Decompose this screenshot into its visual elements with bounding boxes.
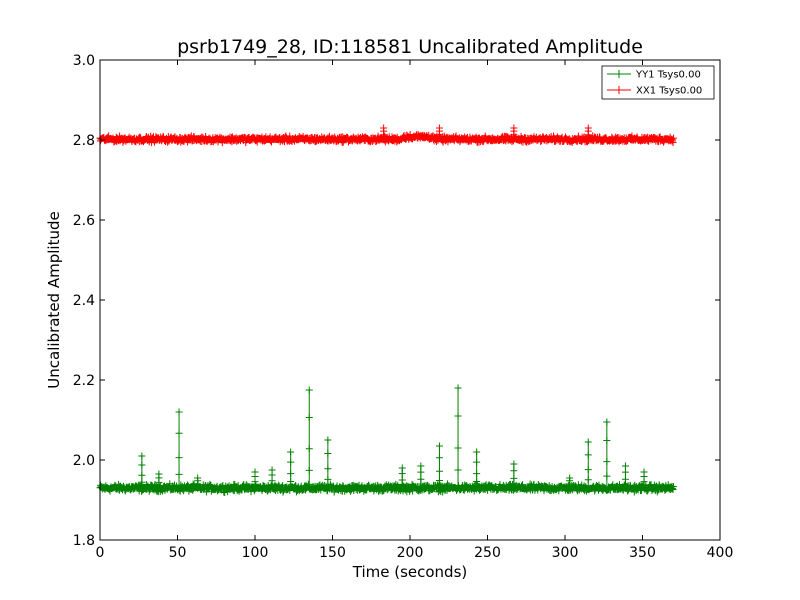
y-tick-label: 2.6 bbox=[73, 213, 95, 229]
spike-point bbox=[603, 418, 611, 426]
spike-point bbox=[454, 384, 462, 392]
spike-point bbox=[175, 470, 183, 478]
spike-point bbox=[305, 386, 313, 394]
data-point bbox=[670, 134, 677, 142]
spike-point bbox=[603, 472, 611, 480]
spike-point bbox=[584, 133, 592, 141]
spike-point bbox=[435, 454, 443, 462]
spike-point bbox=[621, 462, 629, 470]
spike-point bbox=[584, 438, 592, 446]
spike-point bbox=[287, 458, 295, 466]
spike-point bbox=[380, 133, 388, 141]
x-tick-label: 0 bbox=[96, 545, 105, 561]
x-tick-label: 300 bbox=[552, 545, 579, 561]
spike-point bbox=[510, 133, 518, 141]
spike-point bbox=[435, 467, 443, 475]
spike-point bbox=[155, 481, 163, 489]
series-1 bbox=[96, 124, 677, 147]
spike-point bbox=[138, 478, 146, 486]
spike-point bbox=[324, 449, 332, 457]
spike-point bbox=[566, 482, 574, 490]
y-tick-label: 2.4 bbox=[73, 293, 95, 309]
spike-point bbox=[510, 460, 518, 468]
spike-point bbox=[435, 442, 443, 450]
x-tick-label: 350 bbox=[629, 545, 656, 561]
spike-point bbox=[287, 478, 295, 486]
spike-point bbox=[287, 470, 295, 478]
x-axis-title: Time (seconds) bbox=[352, 563, 468, 581]
data-point bbox=[670, 483, 677, 491]
legend: YY1 Tsys0.00 XX1 Tsys0.00 bbox=[601, 65, 715, 100]
y-tick-label: 2.0 bbox=[73, 453, 95, 469]
spike-point bbox=[584, 476, 592, 484]
spike-point bbox=[603, 458, 611, 466]
spike-point bbox=[454, 412, 462, 420]
x-tick-label: 100 bbox=[242, 545, 269, 561]
spike-point bbox=[324, 475, 332, 483]
spike-point bbox=[305, 413, 313, 421]
x-tick-label: 250 bbox=[474, 545, 501, 561]
spike-point bbox=[398, 480, 406, 488]
spike-point bbox=[398, 470, 406, 478]
spike-point bbox=[584, 466, 592, 474]
spike-point bbox=[603, 436, 611, 444]
spike-point bbox=[305, 445, 313, 453]
series-layer bbox=[96, 124, 677, 497]
legend-frame bbox=[601, 65, 715, 100]
y-tick-label: 1.8 bbox=[73, 533, 95, 549]
legend-label-xx1: XX1 Tsys0.00 bbox=[636, 86, 702, 97]
spike-point bbox=[175, 408, 183, 416]
spike-point bbox=[435, 476, 443, 484]
spike-point bbox=[138, 471, 146, 479]
spike-point bbox=[194, 482, 202, 490]
spike-point bbox=[473, 458, 481, 466]
spike-point bbox=[324, 465, 332, 473]
data-point bbox=[207, 481, 215, 489]
spike-point bbox=[417, 480, 425, 488]
series-0 bbox=[96, 384, 677, 497]
spike-point bbox=[473, 448, 481, 456]
y-tick-label: 3.0 bbox=[73, 53, 95, 69]
x-tick-label: 50 bbox=[169, 545, 187, 561]
y-tick-label: 2.2 bbox=[73, 373, 95, 389]
legend-label-yy1: YY1 Tsys0.00 bbox=[635, 70, 701, 81]
chart-title: psrb1749_28, ID:118581 Uncalibrated Ampl… bbox=[177, 36, 643, 58]
spike-point bbox=[175, 429, 183, 437]
spike-point bbox=[417, 468, 425, 476]
spike-point bbox=[454, 466, 462, 474]
spike-point bbox=[454, 444, 462, 452]
spike-point bbox=[138, 461, 146, 469]
spike-point bbox=[584, 451, 592, 459]
spike-point bbox=[175, 454, 183, 462]
spike-point bbox=[510, 467, 518, 475]
spike-point bbox=[621, 480, 629, 488]
x-tick-label: 200 bbox=[397, 545, 424, 561]
spike-point bbox=[287, 448, 295, 456]
spike-point bbox=[324, 436, 332, 444]
spike-point bbox=[510, 480, 518, 488]
spike-point bbox=[473, 478, 481, 486]
y-axis-title: Uncalibrated Amplitude bbox=[45, 211, 63, 388]
spike-point bbox=[138, 452, 146, 460]
x-tick-label: 400 bbox=[707, 545, 734, 561]
spike-point bbox=[621, 468, 629, 476]
spike-point bbox=[251, 481, 259, 489]
spike-point bbox=[435, 133, 443, 141]
spike-point bbox=[417, 462, 425, 470]
spike-point bbox=[268, 481, 276, 489]
axis-layer: 0 50 100 150 200 250 300 350 400 1.8 2.0 2.2 2.4 2.6 2… bbox=[73, 53, 734, 561]
y-tick-label: 2.8 bbox=[73, 133, 95, 149]
spike-point bbox=[473, 470, 481, 478]
spike-point bbox=[640, 481, 648, 489]
x-tick-label: 150 bbox=[319, 545, 346, 561]
spike-point bbox=[305, 466, 313, 474]
